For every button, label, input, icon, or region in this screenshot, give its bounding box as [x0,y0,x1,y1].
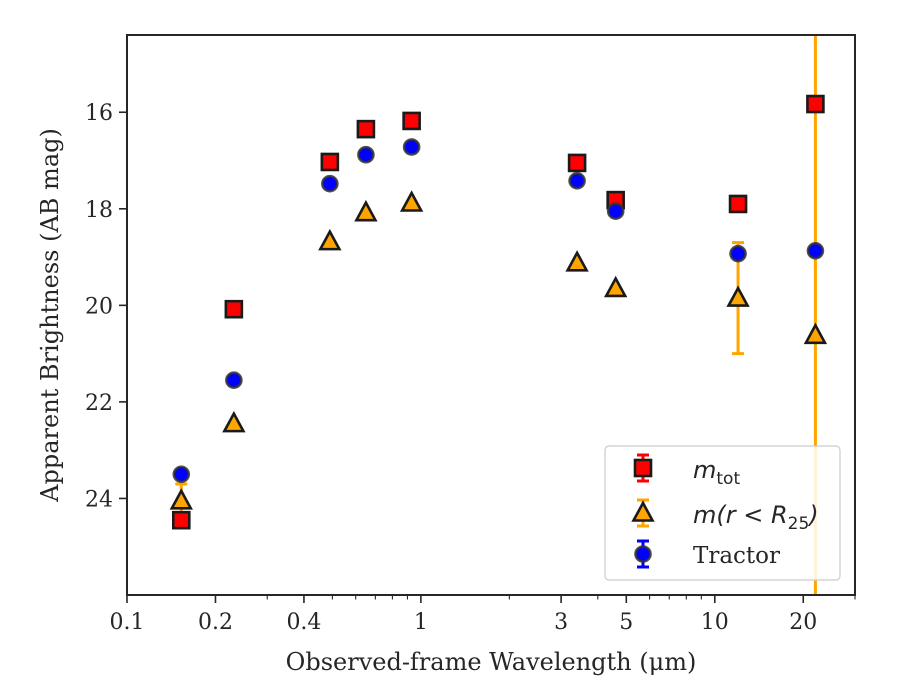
y-tick-label: 24 [85,487,113,512]
legend-marker-circle [634,545,652,563]
y-tick-label: 22 [85,391,113,416]
data-point-circle [321,174,339,193]
data-point-square [224,299,244,319]
y-tick-label: 20 [85,294,113,319]
data-point-square [320,152,340,172]
legend-marker-triangle [631,500,655,522]
x-tick-label: 0.4 [286,610,321,635]
data-point-triangle [354,199,378,222]
legend-marker-square [633,458,653,478]
data-point-triangle [726,285,750,307]
data-point-circle [568,171,586,190]
data-point-square [728,194,748,214]
data-point-square [806,94,825,114]
y-tick-label: 16 [85,101,113,126]
data-point-circle [606,202,625,221]
data-point-triangle [565,250,589,272]
x-tick-label: 0.1 [110,610,145,635]
y-tick-label: 18 [85,198,113,223]
data-point-triangle [399,190,424,212]
data-point-circle [172,465,191,484]
x-tick-label: 0.2 [198,610,233,635]
data-point-circle [357,145,375,164]
data-point-square [356,119,376,139]
x-tick-label: 10 [701,610,729,635]
ticks-layer: 0.1 0.2 0.4 1 3 5 10 20 16 18 20 22 24 [85,101,856,635]
x-axis-label: Observed-frame Wavelength (μm) [286,648,697,676]
x-tick-label: 20 [789,610,817,635]
data-point-circle [806,241,825,260]
legend-frame [604,445,841,581]
legend-label-tractor: Tractor [693,543,780,569]
data-point-triangle [603,275,628,298]
data-point-triangle [169,488,193,510]
data-point-circle [225,371,243,389]
data-point-circle [402,138,421,156]
x-tick-label: 1 [414,610,428,635]
y-axis-label: Apparent Brightness (AB mag) [36,128,64,503]
data-point-triangle [318,228,342,251]
data-point-triangle [803,322,828,345]
data-point-square [171,510,191,530]
legend-markers [631,453,655,569]
data-point-triangle [222,410,246,433]
plot-frame [126,34,856,596]
x-tick-label: 5 [619,610,633,635]
x-tick-label: 3 [554,610,568,635]
data-point-circle [729,244,747,263]
legend: mtot m(r < R25) Tractor [604,445,841,581]
data-point-square [402,111,421,131]
data-point-square [567,153,587,173]
